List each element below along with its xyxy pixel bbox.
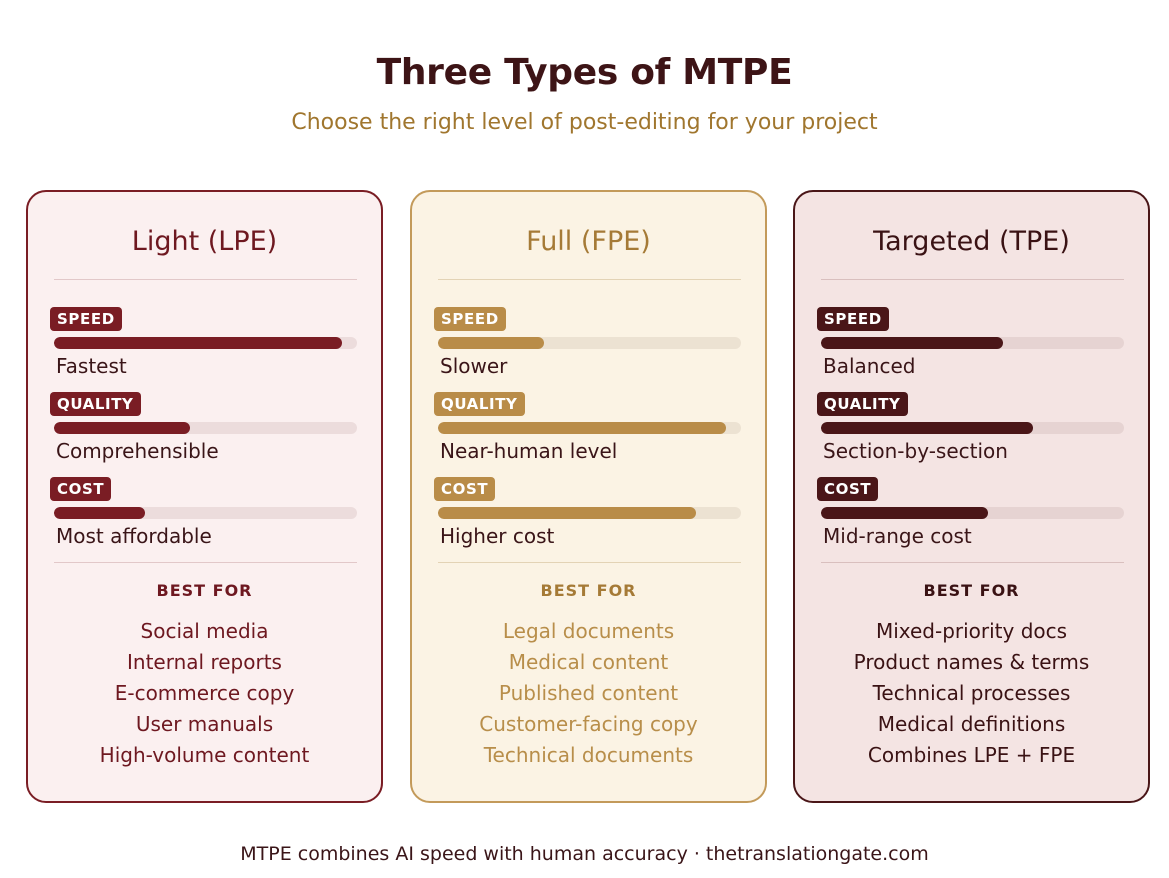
- cost-bar-track: [438, 507, 741, 519]
- list-item: Social media: [140, 619, 269, 643]
- list-item: Technical documents: [483, 743, 694, 767]
- speed-bar-track: [438, 337, 741, 349]
- page-subtitle: Choose the right level of post-editing f…: [291, 110, 878, 135]
- cost-badge: COST: [817, 477, 879, 501]
- list-item: Technical processes: [872, 681, 1071, 705]
- divider: [54, 279, 357, 280]
- quality-bar-track: [54, 422, 357, 434]
- list-item: Product names & terms: [853, 650, 1090, 674]
- cost-text: Higher cost: [440, 524, 555, 548]
- speed-badge: SPEED: [434, 307, 506, 331]
- best-for-heading: BEST FOR: [156, 581, 253, 600]
- metric-cost: COST Most affordable: [50, 477, 362, 557]
- speed-badge: SPEED: [50, 307, 122, 331]
- speed-bar-track: [54, 337, 357, 349]
- quality-text: Section-by-section: [823, 439, 1008, 463]
- cost-bar-fill: [821, 507, 988, 519]
- speed-bar-fill: [438, 337, 545, 349]
- quality-bar-track: [821, 422, 1124, 434]
- speed-badge: SPEED: [817, 307, 889, 331]
- cost-text: Mid-range cost: [823, 524, 972, 548]
- best-for-heading: BEST FOR: [923, 581, 1020, 600]
- cost-badge: COST: [50, 477, 112, 501]
- speed-bar-track: [821, 337, 1124, 349]
- cost-bar-track: [54, 507, 357, 519]
- speed-bar-fill: [821, 337, 1003, 349]
- cost-badge: COST: [434, 477, 496, 501]
- quality-bar-fill: [821, 422, 1034, 434]
- cost-text: Most affordable: [56, 524, 212, 548]
- quality-bar-track: [438, 422, 741, 434]
- quality-bar-fill: [54, 422, 191, 434]
- metric-cost: COST Mid-range cost: [817, 477, 1129, 557]
- list-item: Medical definitions: [877, 712, 1066, 736]
- metric-quality: QUALITY Section-by-section: [817, 392, 1129, 472]
- metric-speed: SPEED Fastest: [50, 307, 362, 387]
- quality-badge: QUALITY: [50, 392, 141, 416]
- cost-bar-fill: [54, 507, 145, 519]
- list-item: Customer-facing copy: [479, 712, 698, 736]
- list-item: Legal documents: [502, 619, 675, 643]
- quality-badge: QUALITY: [434, 392, 525, 416]
- best-for-list: Mixed-priority docs Product names & term…: [795, 616, 1148, 771]
- page-title: Three Types of MTPE: [376, 52, 793, 93]
- speed-bar-fill: [54, 337, 342, 349]
- quality-text: Near-human level: [440, 439, 618, 463]
- speed-text: Fastest: [56, 354, 127, 378]
- list-item: E-commerce copy: [114, 681, 295, 705]
- metric-quality: QUALITY Near-human level: [434, 392, 746, 472]
- card-title: Full (FPE): [526, 226, 651, 257]
- divider: [438, 562, 741, 563]
- card-full-fpe: Full (FPE) SPEED Slower QUALITY Near-hum…: [410, 190, 767, 803]
- divider: [821, 562, 1124, 563]
- divider: [821, 279, 1124, 280]
- speed-text: Slower: [440, 354, 508, 378]
- divider: [438, 279, 741, 280]
- card-light-lpe: Light (LPE) SPEED Fastest QUALITY Compre…: [26, 190, 383, 803]
- quality-text: Comprehensible: [56, 439, 219, 463]
- list-item: User manuals: [135, 712, 274, 736]
- list-item: Medical content: [508, 650, 669, 674]
- cost-bar-track: [821, 507, 1124, 519]
- list-item: Published content: [498, 681, 679, 705]
- cost-bar-fill: [438, 507, 696, 519]
- speed-text: Balanced: [823, 354, 916, 378]
- metric-speed: SPEED Balanced: [817, 307, 1129, 387]
- card-targeted-tpe: Targeted (TPE) SPEED Balanced QUALITY Se…: [793, 190, 1150, 803]
- metric-speed: SPEED Slower: [434, 307, 746, 387]
- list-item: Internal reports: [127, 650, 282, 674]
- footer-text: MTPE combines AI speed with human accura…: [240, 843, 929, 865]
- divider: [54, 562, 357, 563]
- best-for-heading: BEST FOR: [540, 581, 637, 600]
- list-item: High-volume content: [99, 743, 310, 767]
- card-title: Targeted (TPE): [873, 226, 1070, 257]
- card-title: Light (LPE): [131, 226, 278, 257]
- quality-badge: QUALITY: [817, 392, 908, 416]
- quality-bar-fill: [438, 422, 726, 434]
- best-for-list: Social media Internal reports E-commerce…: [28, 616, 381, 771]
- list-item: Mixed-priority docs: [875, 619, 1068, 643]
- best-for-list: Legal documents Medical content Publishe…: [412, 616, 765, 771]
- list-item: Combines LPE + FPE: [867, 743, 1076, 767]
- metric-quality: QUALITY Comprehensible: [50, 392, 362, 472]
- metric-cost: COST Higher cost: [434, 477, 746, 557]
